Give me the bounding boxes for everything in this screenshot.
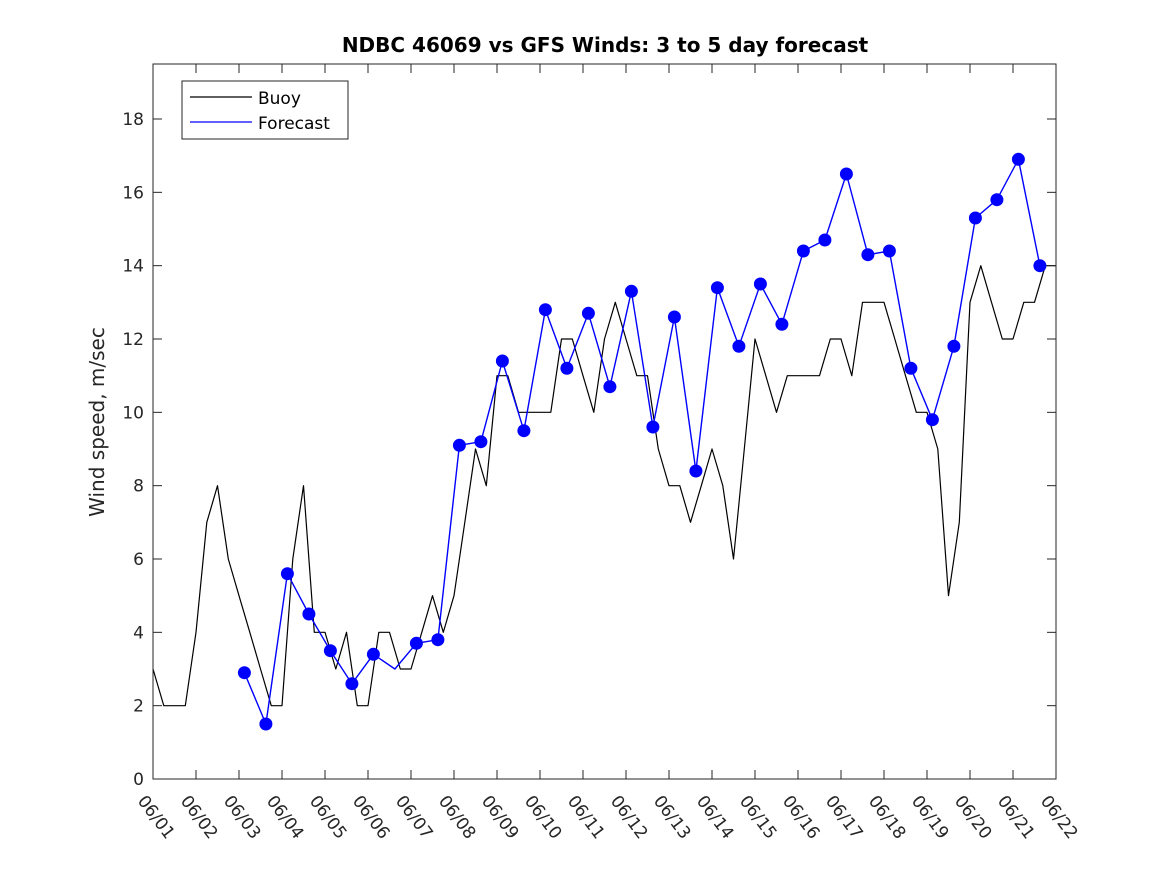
forecast-marker	[323, 644, 337, 658]
x-tick-label: 06/17	[821, 792, 866, 843]
forecast-marker	[624, 284, 638, 298]
forecast-marker	[302, 607, 316, 621]
x-tick-label: 06/20	[950, 792, 995, 843]
forecast-marker	[431, 633, 445, 647]
forecast-marker	[452, 438, 466, 452]
forecast-marker	[882, 244, 896, 258]
y-axis-label: Wind speed, m/sec	[85, 327, 109, 517]
forecast-marker	[1011, 152, 1025, 166]
x-tick-label: 06/09	[477, 792, 522, 843]
y-tick-label: 12	[122, 330, 144, 350]
forecast-marker	[474, 435, 488, 449]
y-tick-label: 4	[133, 623, 144, 643]
y-tick-label: 16	[122, 183, 144, 203]
y-tick-label: 2	[133, 697, 144, 717]
x-tick-label: 06/07	[391, 792, 436, 843]
y-tick-label: 6	[133, 550, 144, 570]
x-tick-label: 06/10	[520, 792, 565, 843]
x-tick-label: 06/14	[692, 792, 737, 843]
x-tick-label: 06/06	[348, 792, 393, 843]
y-tick-label: 14	[122, 257, 144, 277]
legend-forecast-label: Forecast	[258, 114, 330, 134]
forecast-marker	[409, 636, 423, 650]
y-tick-label: 8	[133, 477, 144, 497]
x-tick-label: 06/19	[907, 792, 952, 843]
forecast-marker	[818, 233, 832, 247]
x-tick-label: 06/15	[735, 792, 780, 843]
x-tick-label: 06/12	[606, 792, 651, 843]
x-tick-label: 06/05	[305, 792, 350, 843]
forecast-marker	[904, 361, 918, 375]
x-tick-label: 06/13	[649, 792, 694, 843]
forecast-marker	[689, 464, 703, 478]
forecast-marker	[345, 677, 359, 691]
x-tick-label: 06/16	[778, 792, 823, 843]
forecast-marker	[968, 211, 982, 225]
forecast-marker	[753, 277, 767, 291]
x-tick-label: 06/08	[434, 792, 479, 843]
legend-box	[181, 80, 349, 140]
forecast-marker	[560, 361, 574, 375]
x-tick-label: 06/03	[219, 792, 264, 843]
forecast-marker	[839, 167, 853, 181]
series-line-forecast	[243, 158, 1041, 725]
x-tick-label: 06/04	[262, 792, 307, 843]
plot-area	[152, 152, 1056, 731]
forecast-marker	[732, 339, 746, 353]
x-tick-label: 06/18	[864, 792, 909, 843]
forecast-marker	[538, 303, 552, 317]
forecast-marker	[710, 281, 724, 295]
x-tick-label: 06/22	[1036, 792, 1081, 843]
forecast-marker	[495, 354, 509, 368]
y-tick-label: 18	[122, 110, 144, 130]
forecast-marker	[366, 647, 380, 661]
forecast-marker	[581, 306, 595, 320]
x-tick-label: 06/02	[176, 792, 221, 843]
forecast-marker	[796, 244, 810, 258]
axes-box	[152, 63, 1057, 780]
forecast-marker	[925, 413, 939, 427]
x-tick-label: 06/11	[563, 792, 608, 843]
forecast-marker	[237, 666, 251, 680]
forecast-marker	[667, 310, 681, 324]
forecast-marker	[990, 193, 1004, 207]
x-tick-label: 06/21	[993, 792, 1038, 843]
forecast-marker	[517, 424, 531, 438]
forecast-marker	[947, 339, 961, 353]
forecast-marker	[259, 717, 273, 731]
forecast-marker	[603, 380, 617, 394]
legend: Buoy Forecast	[181, 80, 349, 140]
chart-title: NDBC 46069 vs GFS Winds: 3 to 5 day fore…	[342, 33, 869, 57]
forecast-marker	[280, 567, 294, 581]
legend-buoy-label: Buoy	[258, 89, 301, 109]
x-tick-label: 06/01	[133, 792, 178, 843]
series-line-buoy	[152, 265, 1056, 707]
forecast-marker	[646, 420, 660, 434]
forecast-marker	[775, 317, 789, 331]
forecast-marker	[1033, 259, 1047, 273]
y-tick-label: 0	[133, 770, 144, 790]
y-tick-label: 10	[122, 403, 144, 423]
forecast-marker	[861, 248, 875, 262]
